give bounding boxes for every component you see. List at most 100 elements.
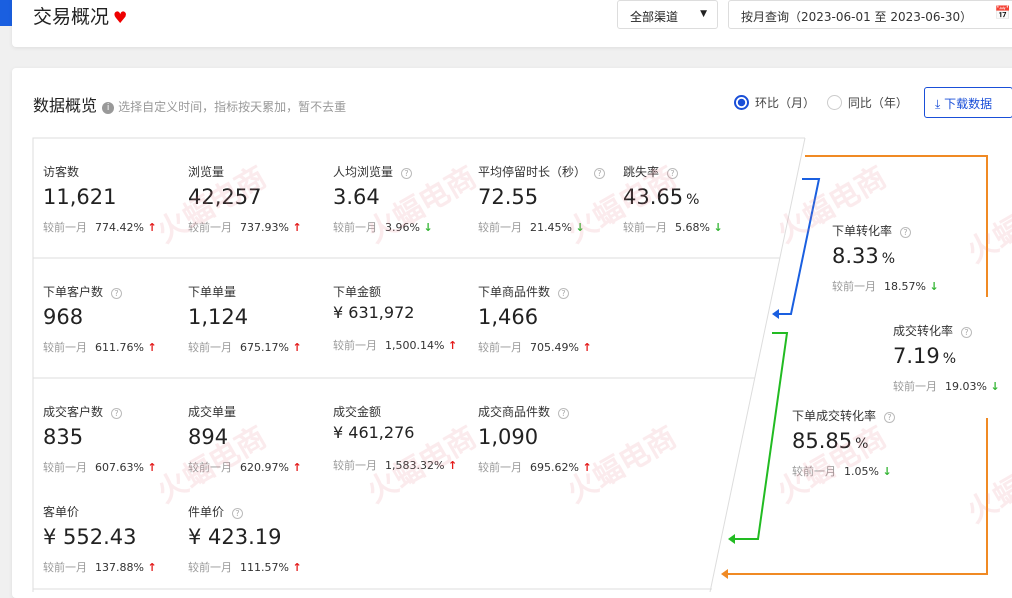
arrow-up-icon: ↑ xyxy=(147,561,157,574)
metric-compare: 较前一月 137.88% ↑ xyxy=(43,559,183,575)
metric-compare: 较前一月 705.49% ↑ xyxy=(478,339,618,355)
metric-compare: 较前一月 675.17% ↑ xyxy=(188,339,328,355)
radio-yoy[interactable]: 同比（年） xyxy=(826,95,908,110)
metric-value: 72.55 xyxy=(478,185,618,213)
metric-card: 件单价? ¥ 423.19 较前一月 111.57% ↑ xyxy=(188,503,328,575)
metric-label: 下单商品件数? xyxy=(478,283,618,299)
download-button[interactable]: ⤓ 下载数据 xyxy=(924,87,1012,118)
metric-label-text: 人均浏览量 xyxy=(333,165,394,179)
panel-slant-edge xyxy=(709,137,806,592)
metric-value-text: 11,621 xyxy=(43,185,117,209)
metric-compare: 较前一月 19.03% ↓ xyxy=(893,378,1012,394)
overview-hint: 选择自定义时间，指标按天累加，暂不去重 xyxy=(118,100,347,114)
metric-value: ¥ 423.19 xyxy=(188,525,328,553)
metric-change: 705.49% xyxy=(530,341,579,354)
metric-value-text: 72.55 xyxy=(478,185,539,209)
overview-title: 数据概览 i 选择自定义时间，指标按天累加，暂不去重 xyxy=(33,92,346,116)
metric-label-text: 下单客户数 xyxy=(43,285,104,299)
help-icon[interactable]: ? xyxy=(232,508,244,519)
metric-compare: 较前一月 3.96% ↓ xyxy=(333,219,473,235)
arrow-green xyxy=(733,332,789,540)
arrow-up-icon: ↑ xyxy=(292,561,302,574)
compare-label: 较前一月 xyxy=(478,221,522,234)
help-icon[interactable]: ? xyxy=(111,288,123,299)
metric-label-text: 件单价 xyxy=(188,505,225,519)
metric-label-text: 下单单量 xyxy=(188,285,237,299)
help-icon[interactable]: ? xyxy=(884,412,896,423)
help-icon[interactable]: ? xyxy=(401,168,413,179)
metric-label-text: 访客数 xyxy=(43,165,80,179)
metric-card: 成交转化率? 7.19% 较前一月 19.03% ↓ xyxy=(893,322,1012,394)
radio-mom-circle[interactable] xyxy=(734,95,749,110)
metric-card: 下单客户数? 968 较前一月 611.76% ↑ xyxy=(43,283,183,355)
radio-mom[interactable]: 环比（月） xyxy=(734,95,815,110)
compare-label: 较前一月 xyxy=(478,461,522,474)
metric-compare: 较前一月 1,583.32% ↑ xyxy=(333,457,473,473)
metric-label-text: 成交客户数 xyxy=(43,405,104,419)
metric-label: 平均停留时长（秒）? xyxy=(478,163,618,179)
compare-label: 较前一月 xyxy=(188,341,232,354)
metric-label-text: 成交单量 xyxy=(188,405,237,419)
radio-yoy-circle[interactable] xyxy=(826,95,842,110)
metric-value: 42,257 xyxy=(188,185,328,213)
metric-card: 下单金额 ¥ 631,972 较前一月 1,500.14% ↑ xyxy=(333,283,473,353)
caret-down-icon: ▼ xyxy=(700,9,707,19)
metric-compare: 较前一月 18.57% ↓ xyxy=(832,278,972,294)
help-icon[interactable]: ? xyxy=(667,168,679,179)
compare-label: 较前一月 xyxy=(792,465,836,478)
metric-value: 968 xyxy=(43,305,183,333)
metric-value: 8.33% xyxy=(832,244,972,272)
help-icon[interactable]: ? xyxy=(558,288,570,299)
metric-card: 跳失率? 43.65% 较前一月 5.68% ↓ xyxy=(623,163,763,235)
help-icon[interactable]: ? xyxy=(900,227,912,238)
download-icon: ⤓ xyxy=(935,97,941,111)
metric-card: 平均停留时长（秒）? 72.55 较前一月 21.45% ↓ xyxy=(478,163,618,235)
metric-compare: 较前一月 607.63% ↑ xyxy=(43,459,183,475)
metric-value-text: 3.64 xyxy=(333,185,380,209)
compare-label: 较前一月 xyxy=(43,221,87,234)
metric-card: 成交客户数? 835 较前一月 607.63% ↑ xyxy=(43,403,183,475)
date-range-picker[interactable]: 按月查询（2023-06-01 至 2023-06-30） 📅 xyxy=(728,0,1012,29)
arrow-down-icon: ↓ xyxy=(990,380,1000,393)
metric-change: 737.93% xyxy=(240,221,289,234)
metric-value: 85.85% xyxy=(792,429,932,457)
metric-change: 611.76% xyxy=(95,341,144,354)
help-icon[interactable]: ? xyxy=(111,408,123,419)
arrow-up-icon: ↑ xyxy=(582,461,592,474)
metric-label: 下单成交转化率? xyxy=(792,407,932,423)
metric-change: 675.17% xyxy=(240,341,289,354)
metric-change: 111.57% xyxy=(240,561,289,574)
metric-change: 620.97% xyxy=(240,461,289,474)
metric-compare: 较前一月 5.68% ↓ xyxy=(623,219,763,235)
metric-label-text: 成交商品件数 xyxy=(478,405,551,419)
metric-card: 客单价 ¥ 552.43 较前一月 137.88% ↑ xyxy=(43,503,183,575)
metric-unit: % xyxy=(686,192,700,208)
help-icon[interactable]: ? xyxy=(558,408,570,419)
arrow-blue xyxy=(777,178,821,315)
compare-label: 较前一月 xyxy=(43,461,87,474)
channel-select[interactable]: 全部渠道 ▼ xyxy=(617,0,718,29)
arrow-down-icon: ↓ xyxy=(882,465,892,478)
channel-select-value: 全部渠道 xyxy=(630,10,679,24)
metric-value-text: ¥ 552.43 xyxy=(43,525,137,549)
metric-value: 1,124 xyxy=(188,305,328,333)
arrow-up-icon: ↑ xyxy=(582,341,592,354)
calendar-icon: 📅 xyxy=(994,6,1011,21)
compare-label: 较前一月 xyxy=(832,280,876,293)
compare-label: 较前一月 xyxy=(43,341,87,354)
metric-label-text: 客单价 xyxy=(43,505,80,519)
panel-border xyxy=(32,137,805,592)
help-icon[interactable]: ? xyxy=(961,327,973,338)
metric-label: 件单价? xyxy=(188,503,328,519)
metric-card: 成交金额 ¥ 461,276 较前一月 1,583.32% ↑ xyxy=(333,403,473,473)
metric-change: 19.03% xyxy=(945,380,987,393)
metric-value: ¥ 552.43 xyxy=(43,525,183,553)
metric-value-text: 42,257 xyxy=(188,185,262,209)
metric-change: 1,500.14% xyxy=(385,339,445,352)
help-icon[interactable]: ? xyxy=(594,168,606,179)
metric-card: 人均浏览量? 3.64 较前一月 3.96% ↓ xyxy=(333,163,473,235)
compare-label: 较前一月 xyxy=(43,561,87,574)
arrow-up-icon: ↑ xyxy=(147,221,157,234)
metric-card: 浏览量 42,257 较前一月 737.93% ↑ xyxy=(188,163,328,235)
metric-value-text: 7.19 xyxy=(893,344,940,368)
